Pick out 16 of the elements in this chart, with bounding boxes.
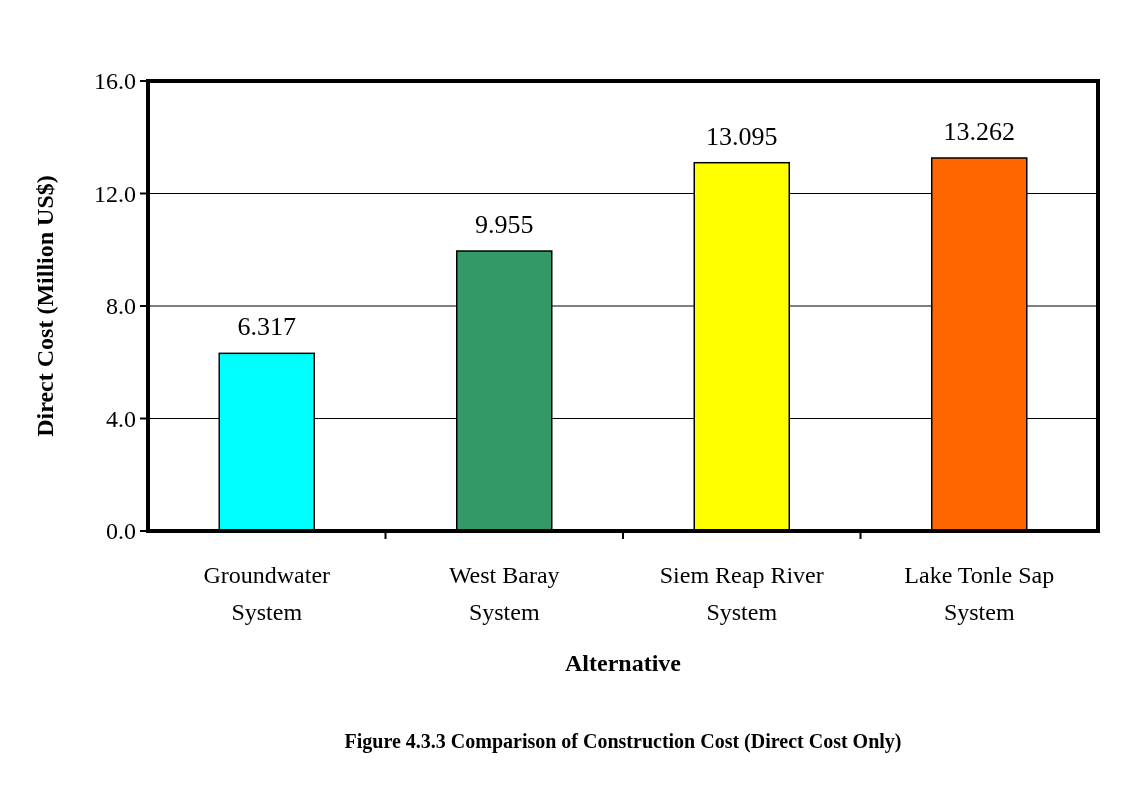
x-tick-label: Lake Tonle Sap System <box>904 562 1055 625</box>
y-tick-label: 4.0 <box>106 405 136 432</box>
text: Figure 4.3.3 Comparison of Construction Cost (Direct Cost Only) <box>344 730 902 753</box>
x-tick-label: West Baray System <box>448 562 560 625</box>
x-axis-title: Alternative <box>565 650 682 676</box>
x-tick-label: Groundwater System <box>203 562 331 625</box>
x-tick-label: Siem Reap River System <box>659 562 824 625</box>
data-label: 13.262 <box>943 117 1015 147</box>
y-tick-label: 12.0 <box>94 180 136 207</box>
data-label: 9.955 <box>475 210 534 240</box>
data-label: 13.095 <box>706 121 778 151</box>
y-axis-title: Direct Cost (Million US$) <box>32 175 58 437</box>
data-label: 6.317 <box>237 312 296 342</box>
y-tick-label: 16.0 <box>94 68 136 95</box>
y-tick-label: 0.0 <box>106 518 136 545</box>
y-tick-label: 8.0 <box>106 293 136 320</box>
